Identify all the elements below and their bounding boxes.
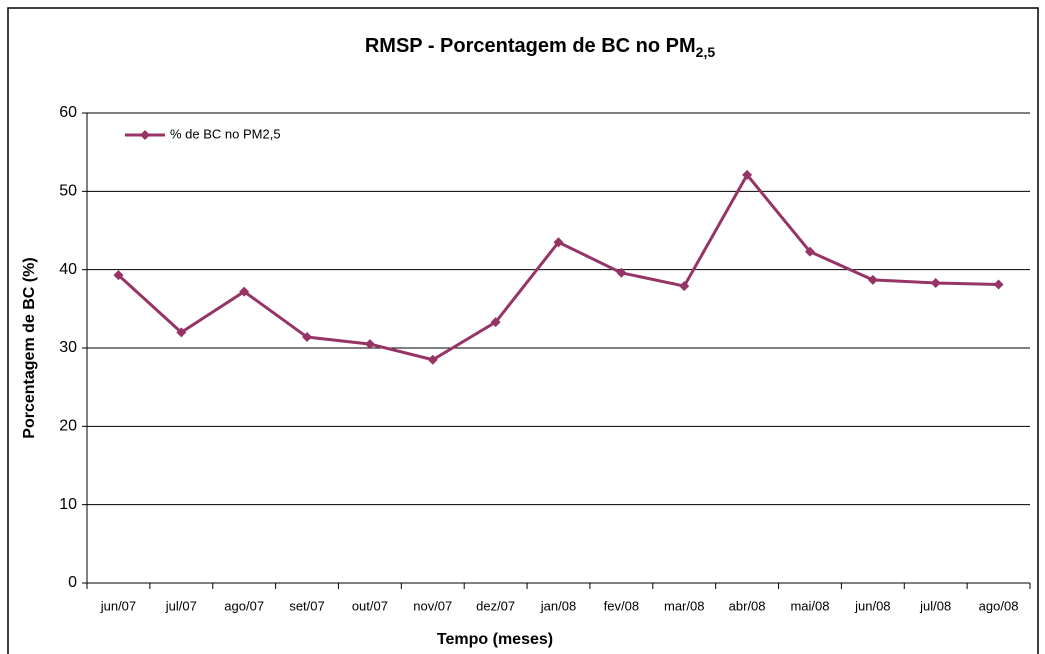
point-marker [804,246,815,257]
point-marker [867,274,878,285]
x-tick-label: set/07 [289,598,324,613]
title-subscript: 2,5 [696,44,716,60]
point-marker [616,267,627,278]
x-tick-label: mai/08 [790,598,829,613]
point-marker [113,270,124,281]
x-tick-label: abr/08 [729,598,766,613]
point-marker [364,339,375,350]
x-tick-label: jul/07 [165,598,197,613]
point-marker [930,277,941,288]
legend-marker [140,130,150,140]
y-tick-label: 50 [59,183,77,200]
point-marker [490,317,501,328]
title-main: RMSP - Porcentagem de BC no PM [365,35,696,57]
y-tick-label: 10 [59,496,77,513]
point-marker [176,327,187,338]
x-tick-label: jul/08 [919,598,951,613]
point-marker [679,281,690,292]
chart-title: RMSP - Porcentagem de BC no PM2,5 [365,35,715,59]
x-axis-label: Tempo (meses) [437,631,553,648]
y-tick-label: 40 [59,261,77,278]
point-marker [553,237,564,248]
y-axis-label: Porcentagem de BC (%) [21,257,38,438]
y-tick-label: 20 [59,418,77,435]
x-tick-label: ago/08 [979,598,1019,613]
x-tick-label: out/07 [352,598,388,613]
point-marker [742,169,753,180]
x-tick-label: fev/08 [604,598,639,613]
point-marker [239,286,250,297]
point-marker [427,354,438,365]
y-tick-label: 0 [68,574,77,591]
point-marker [993,279,1004,290]
legend-label: % de BC no PM2,5 [170,126,281,141]
x-tick-label: jun/08 [854,598,890,613]
y-tick-label: 60 [59,104,77,121]
x-tick-label: dez/07 [476,598,515,613]
x-tick-label: mar/08 [664,598,704,613]
x-tick-label: ago/07 [224,598,264,613]
x-tick-label: jun/07 [100,598,136,613]
x-tick-label: nov/07 [413,598,452,613]
point-marker [302,332,313,343]
chart-frame [7,7,1039,654]
y-tick-label: 30 [59,339,77,356]
x-tick-label: jan/08 [540,598,576,613]
